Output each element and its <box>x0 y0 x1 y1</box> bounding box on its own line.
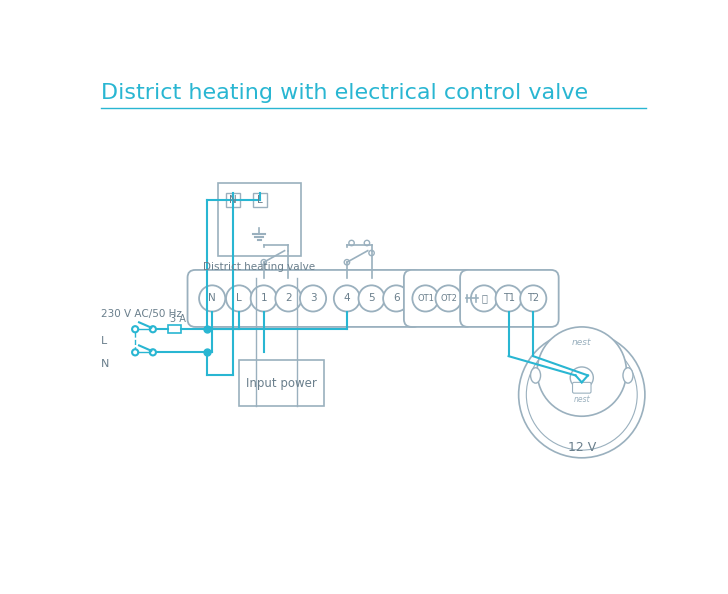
Text: 3: 3 <box>309 293 317 304</box>
FancyBboxPatch shape <box>460 270 558 327</box>
Text: nest: nest <box>574 395 590 404</box>
Circle shape <box>349 241 355 246</box>
Text: 230 V AC/50 Hz: 230 V AC/50 Hz <box>100 309 181 319</box>
Text: 5: 5 <box>368 293 375 304</box>
Text: 6: 6 <box>393 293 400 304</box>
Text: L: L <box>237 293 242 304</box>
Text: 12 V: 12 V <box>568 441 596 454</box>
Circle shape <box>364 241 370 246</box>
Text: N: N <box>100 359 109 369</box>
Circle shape <box>275 285 301 311</box>
Circle shape <box>496 285 522 311</box>
Circle shape <box>383 285 409 311</box>
Text: L: L <box>257 195 263 205</box>
Text: T2: T2 <box>527 293 539 304</box>
Circle shape <box>369 250 374 255</box>
Text: N: N <box>208 293 216 304</box>
Circle shape <box>521 285 546 311</box>
Circle shape <box>266 241 271 246</box>
Circle shape <box>261 260 266 265</box>
Bar <box>218 183 301 256</box>
Text: Input power: Input power <box>246 377 317 390</box>
Text: 2: 2 <box>285 293 292 304</box>
FancyBboxPatch shape <box>572 383 591 393</box>
Text: 4: 4 <box>344 293 350 304</box>
Circle shape <box>537 327 626 416</box>
Circle shape <box>518 331 645 458</box>
Circle shape <box>471 285 497 311</box>
Circle shape <box>526 339 637 450</box>
Text: OT1: OT1 <box>417 294 434 303</box>
Circle shape <box>226 285 252 311</box>
FancyBboxPatch shape <box>188 270 421 327</box>
Text: nest: nest <box>572 338 592 347</box>
Circle shape <box>150 326 156 332</box>
Ellipse shape <box>531 368 541 383</box>
Text: District heating with electrical control valve: District heating with electrical control… <box>100 83 587 103</box>
Text: L: L <box>100 336 107 346</box>
Circle shape <box>334 285 360 311</box>
Text: 1: 1 <box>261 293 267 304</box>
Text: OT2: OT2 <box>440 294 457 303</box>
Circle shape <box>344 260 349 265</box>
Circle shape <box>132 326 138 332</box>
Text: N: N <box>229 195 237 205</box>
Circle shape <box>358 285 384 311</box>
Circle shape <box>435 285 462 311</box>
Ellipse shape <box>623 368 633 383</box>
Bar <box>168 326 181 333</box>
Text: District heating valve: District heating valve <box>203 262 315 272</box>
Circle shape <box>412 285 438 311</box>
Text: T1: T1 <box>502 293 515 304</box>
Circle shape <box>281 241 287 246</box>
Circle shape <box>285 250 291 255</box>
Circle shape <box>250 285 277 311</box>
Circle shape <box>132 349 138 355</box>
FancyBboxPatch shape <box>404 270 473 327</box>
Bar <box>239 360 324 406</box>
Bar <box>253 193 267 207</box>
Circle shape <box>300 285 326 311</box>
Circle shape <box>150 349 156 355</box>
Text: 3 A: 3 A <box>170 314 186 324</box>
Bar <box>226 193 240 207</box>
Ellipse shape <box>570 367 593 388</box>
Text: ⏚: ⏚ <box>481 293 487 304</box>
Circle shape <box>199 285 225 311</box>
